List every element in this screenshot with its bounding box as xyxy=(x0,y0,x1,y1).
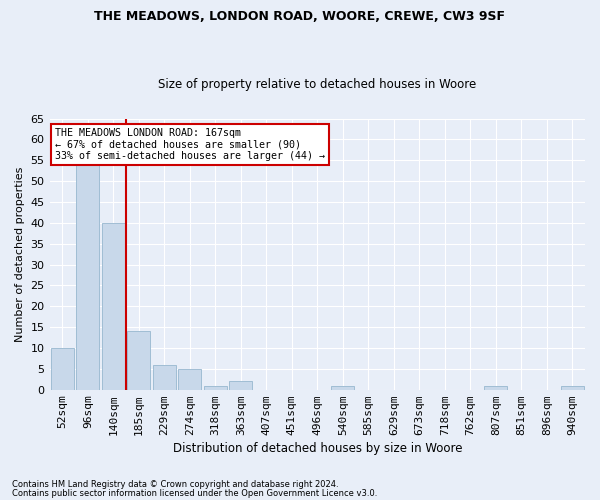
Bar xyxy=(76,164,99,390)
Bar xyxy=(153,364,176,390)
Bar xyxy=(204,386,227,390)
Bar xyxy=(102,223,125,390)
Y-axis label: Number of detached properties: Number of detached properties xyxy=(15,166,25,342)
Bar xyxy=(331,386,354,390)
Bar xyxy=(561,386,584,390)
Text: Contains public sector information licensed under the Open Government Licence v3: Contains public sector information licen… xyxy=(12,489,377,498)
Bar xyxy=(484,386,507,390)
Bar xyxy=(51,348,74,390)
X-axis label: Distribution of detached houses by size in Woore: Distribution of detached houses by size … xyxy=(173,442,462,455)
Bar xyxy=(229,382,252,390)
Bar xyxy=(127,332,150,390)
Text: Contains HM Land Registry data © Crown copyright and database right 2024.: Contains HM Land Registry data © Crown c… xyxy=(12,480,338,489)
Bar xyxy=(178,369,201,390)
Text: THE MEADOWS, LONDON ROAD, WOORE, CREWE, CW3 9SF: THE MEADOWS, LONDON ROAD, WOORE, CREWE, … xyxy=(95,10,505,23)
Text: THE MEADOWS LONDON ROAD: 167sqm
← 67% of detached houses are smaller (90)
33% of: THE MEADOWS LONDON ROAD: 167sqm ← 67% of… xyxy=(55,128,325,161)
Title: Size of property relative to detached houses in Woore: Size of property relative to detached ho… xyxy=(158,78,476,91)
